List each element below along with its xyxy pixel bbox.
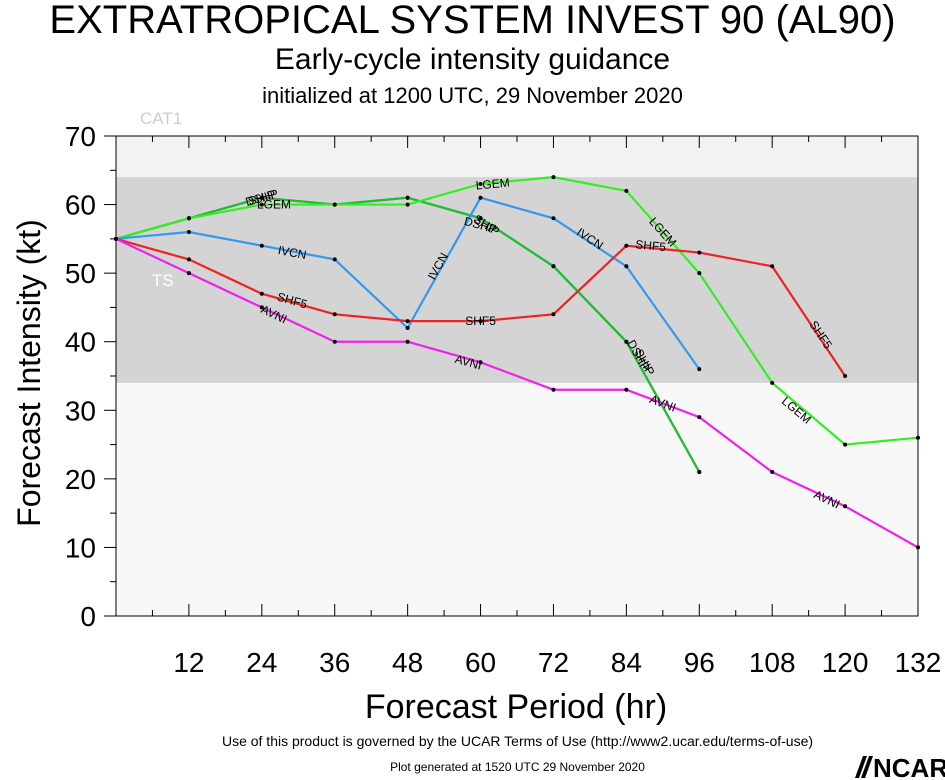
series-lines	[114, 175, 920, 550]
data-point-lgem	[697, 271, 702, 276]
y-tick-label: 10	[65, 532, 96, 563]
series-line-lgem	[115, 176, 919, 446]
data-point-ivcn	[259, 243, 264, 248]
data-point-lgem	[770, 380, 775, 385]
terms-of-use-notice: Use of this product is governed by the U…	[221, 733, 814, 749]
data-point-shf5	[770, 264, 775, 269]
data-point-avni	[551, 387, 556, 392]
data-point-lgem	[259, 202, 264, 207]
y-tick-label: 40	[65, 327, 96, 358]
data-point-avni	[259, 305, 264, 310]
x-tick-label: 108	[749, 647, 796, 678]
ncar-logo-icon	[855, 756, 873, 778]
data-point-ivcn	[478, 195, 483, 200]
y-tick-label: 0	[80, 601, 96, 632]
data-point-ivcn	[624, 264, 629, 269]
x-axis-label: Forecast Period (hr)	[365, 688, 667, 726]
data-point-shf5	[624, 243, 629, 248]
data-point-avni	[770, 470, 775, 474]
data-point-lgem	[332, 202, 337, 207]
y-tick-label: 20	[65, 464, 96, 495]
series-label-lgem: LGEM	[475, 175, 510, 192]
data-point-lgem	[405, 202, 410, 207]
y-tick-label: 50	[65, 258, 96, 289]
ncar-logo: NCAR	[855, 753, 945, 780]
x-tick-label: 36	[319, 647, 350, 678]
data-point-lgem	[186, 216, 191, 221]
data-point-avni	[843, 504, 848, 509]
ncar-logo-text: NCAR	[873, 753, 945, 780]
data-point-shf5	[332, 312, 337, 317]
x-tick-label: 132	[895, 647, 942, 678]
data-point-ivcn	[405, 326, 410, 330]
intensity-band-ts	[116, 177, 918, 383]
data-point-shf5	[843, 374, 848, 378]
series-label-lgem: LGEM	[257, 198, 291, 212]
data-point-avni	[332, 339, 337, 344]
x-tick-label: 72	[538, 647, 569, 678]
plot-generated-time: Plot generated at 1520 UTC 29 November 2…	[390, 760, 645, 774]
y-tick-label: 60	[65, 190, 96, 221]
band-label-cat1: CAT1	[140, 109, 182, 128]
x-tick-label: 24	[246, 647, 277, 678]
data-point-ivcn	[697, 367, 702, 372]
chart-title: EXTRATROPICAL SYSTEM INVEST 90 (AL90)	[49, 0, 896, 42]
intensity-band-cat1	[116, 136, 918, 178]
data-point-avni	[186, 271, 191, 276]
x-tick-label: 12	[173, 647, 204, 678]
y-axis-label: Forecast Intensity (kt)	[11, 219, 47, 527]
data-point-ship	[624, 339, 629, 344]
initialization-time: initialized at 1200 UTC, 29 November 202…	[262, 83, 683, 108]
x-tick-label: 120	[822, 647, 869, 678]
x-tick-label: 84	[611, 647, 642, 678]
data-point-shf5	[259, 291, 264, 296]
data-point-lgem	[624, 188, 629, 193]
data-point-avni	[916, 545, 920, 550]
series-label-shf5: SHF5	[465, 314, 496, 328]
axes: 0 10 20 30 40 50 60 70 12 24 36 48 60 72 84 96 108 120 132	[65, 121, 942, 678]
y-tick-label: 70	[65, 121, 96, 152]
data-point-ship	[551, 264, 556, 269]
series-line-avni	[115, 237, 919, 549]
data-point-lgem	[916, 435, 920, 440]
series-label-ivcn: IVCN	[277, 243, 308, 262]
data-point-lgem	[551, 175, 556, 180]
data-point-avni	[405, 339, 410, 344]
data-point-shf5	[405, 319, 410, 324]
x-tick-label: 60	[465, 647, 496, 678]
band-label-ts: TS	[152, 271, 174, 290]
data-point-ship	[478, 216, 483, 221]
data-point-avni	[478, 360, 483, 365]
data-point-lgem	[843, 442, 848, 447]
data-point-ship	[259, 195, 264, 200]
data-point-shf5	[478, 319, 483, 324]
x-tick-label: 48	[392, 647, 423, 678]
data-point-ship	[405, 195, 410, 200]
x-tick-label: 96	[684, 647, 715, 678]
chart-subtitle: Early-cycle intensity guidance	[274, 43, 671, 76]
data-point-avni	[624, 387, 629, 392]
data-point-shf5	[186, 257, 191, 262]
data-point-avni	[114, 236, 118, 241]
data-point-shf5	[551, 312, 556, 317]
data-point-ivcn	[551, 216, 556, 221]
data-point-ship	[697, 470, 702, 474]
plot-area: CAT1 TS	[116, 109, 918, 616]
data-point-avni	[697, 415, 702, 420]
data-point-shf5	[697, 250, 702, 255]
series-label-shf5: SHF5	[635, 237, 667, 254]
data-point-ivcn	[332, 257, 337, 262]
data-point-ivcn	[186, 230, 191, 234]
y-tick-label: 30	[65, 395, 96, 426]
data-point-lgem	[478, 182, 483, 186]
